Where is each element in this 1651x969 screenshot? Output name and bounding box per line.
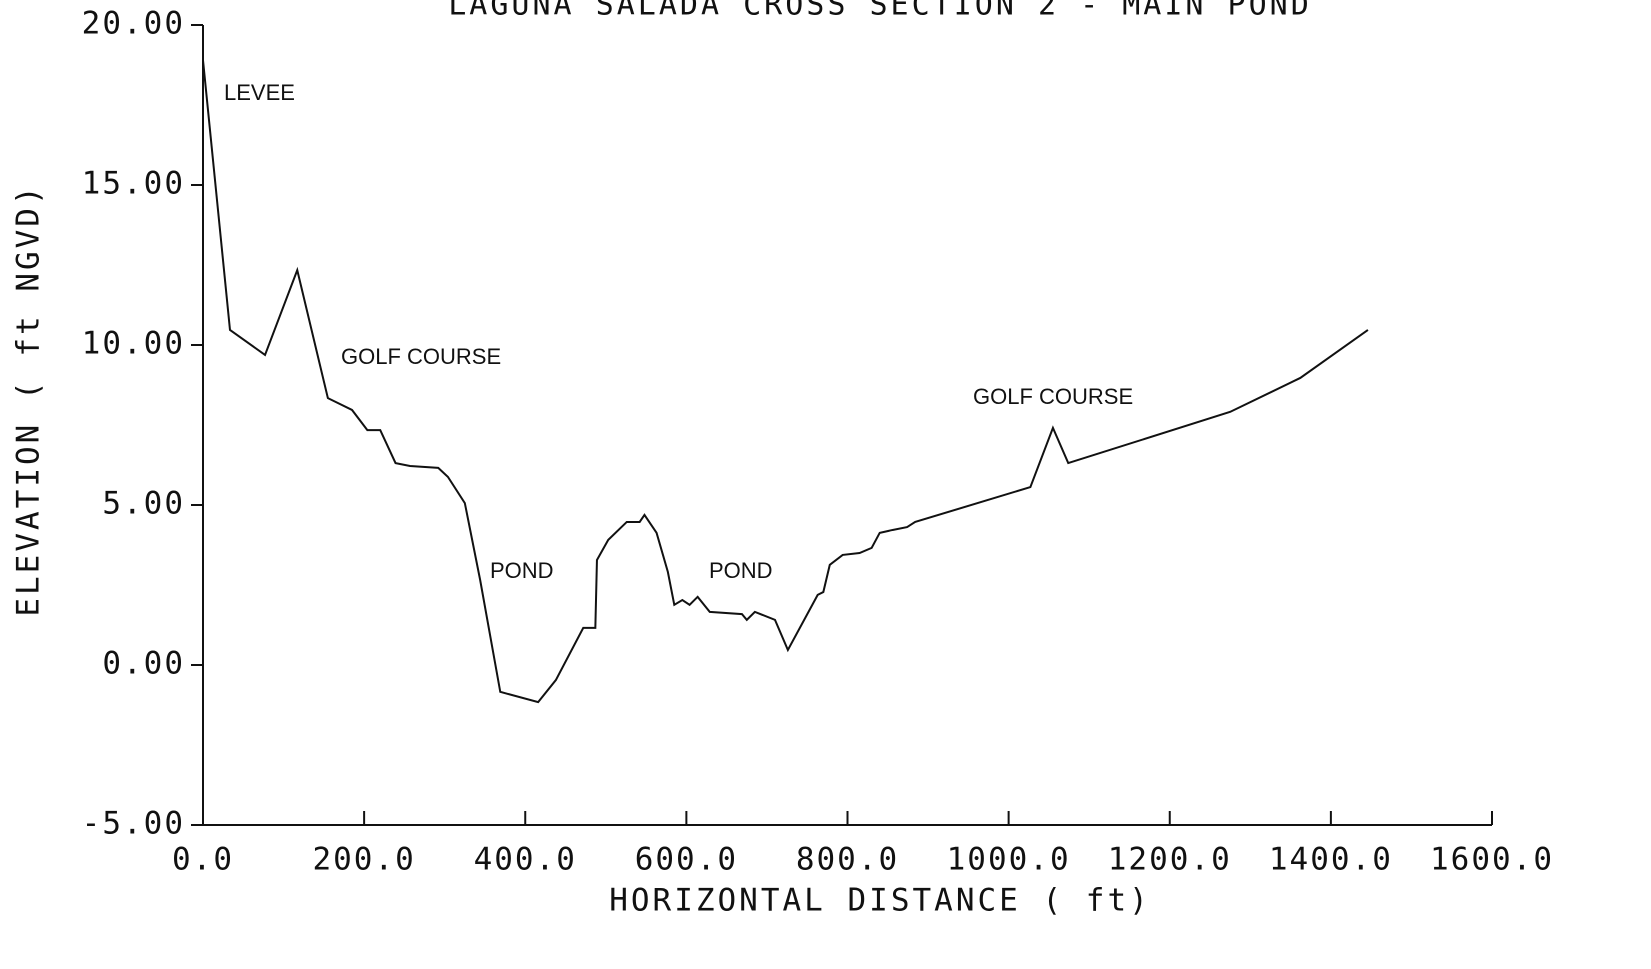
y-tick-label: 15.00 [82, 166, 185, 202]
x-axis-label: HORIZONTAL DISTANCE ( ft) [609, 883, 1151, 919]
x-tick-label: 1000.0 [947, 842, 1071, 878]
annotation: GOLF COURSE [973, 384, 1133, 409]
x-tick-label: 1600.0 [1430, 842, 1554, 878]
y-tick-label: 20.00 [82, 6, 185, 42]
x-tick-label: 1400.0 [1269, 842, 1393, 878]
chart-title: LAGUNA SALADA CROSS SECTION 2 - MAIN PON… [448, 0, 1312, 23]
x-tick-label: 400.0 [474, 842, 577, 878]
annotation: POND [490, 558, 554, 583]
y-tick-label: 5.00 [102, 486, 185, 522]
annotation: POND [709, 558, 773, 583]
profile-line [202, 60, 1369, 704]
x-tick-label: 1200.0 [1108, 842, 1232, 878]
annotation: LEVEE [224, 80, 295, 105]
x-tick-label: 600.0 [635, 842, 738, 878]
y-tick-label: -5.00 [82, 806, 185, 842]
y-axis-label: ELEVATION ( ft NGVD) [11, 183, 47, 616]
x-tick-label: 200.0 [312, 842, 415, 878]
y-tick-label: 10.00 [82, 326, 185, 362]
x-tick-label: 0.0 [172, 842, 234, 878]
annotation: GOLF COURSE [341, 344, 501, 369]
y-tick-label: 0.00 [102, 646, 185, 682]
x-tick-label: 800.0 [796, 842, 899, 878]
